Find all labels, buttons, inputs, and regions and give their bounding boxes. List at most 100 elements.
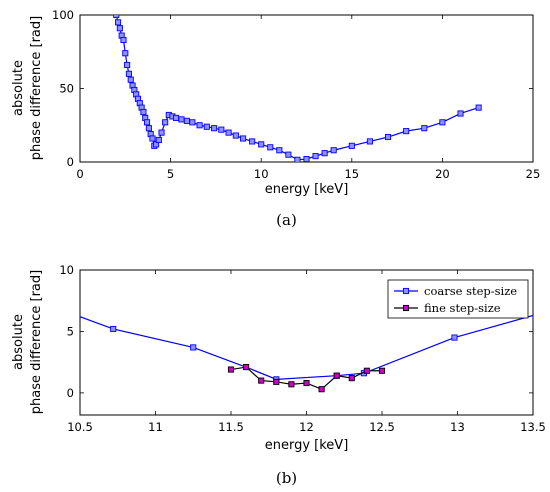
x-tick-label: 15 (344, 167, 359, 181)
series-1 (80, 314, 533, 383)
legend-label: fine step-size (424, 301, 501, 315)
data-point (273, 378, 280, 385)
x-axis-title: energy [keV] (265, 182, 349, 197)
data-point (115, 19, 122, 26)
data-point (140, 108, 147, 116)
data-point (218, 126, 225, 133)
data-point (243, 364, 250, 371)
data-point (113, 15, 120, 19)
data-point (225, 129, 232, 136)
y-tick-label: 100 (52, 8, 74, 22)
data-point (439, 119, 446, 126)
x-tick-label: 10 (254, 167, 269, 181)
data-point (330, 147, 337, 154)
y-axis-title: absolute (11, 60, 26, 116)
data-point (258, 377, 265, 384)
x-tick-label: 13.5 (520, 420, 546, 434)
data-point (403, 128, 410, 135)
data-point (149, 135, 156, 142)
x-tick-label: 11.5 (218, 420, 244, 434)
x-tick-label: 12 (299, 420, 314, 434)
data-point (303, 156, 310, 162)
data-point (451, 334, 458, 341)
data-point (183, 117, 190, 124)
series-line (115, 15, 479, 161)
data-point (232, 132, 239, 139)
y-tick-label: 10 (59, 263, 74, 277)
data-point (178, 116, 185, 123)
panel-label: (b) (276, 469, 297, 487)
data-point (211, 125, 218, 132)
data-point (366, 138, 373, 145)
plot-frame (79, 14, 534, 163)
x-axis-title: energy [keV] (265, 438, 349, 453)
data-point (348, 375, 355, 382)
x-tick-label: 13 (450, 420, 465, 434)
data-point (249, 138, 256, 145)
chart-panel-1: 0 5 10 15 20 25 0 50 100 energy [keV] absolute phas… (11, 8, 540, 229)
data-point (348, 142, 355, 149)
data-point (189, 119, 196, 126)
data-point (172, 114, 180, 121)
data-point (125, 70, 132, 77)
legend-box (387, 279, 529, 319)
x-tick-label: 20 (435, 167, 450, 181)
data-point (363, 367, 370, 374)
y-tick-label: 50 (59, 82, 74, 96)
data-point (190, 344, 197, 351)
data-point (122, 50, 129, 57)
data-point (378, 367, 386, 374)
x-tick-label: 0 (76, 167, 83, 181)
data-point (294, 156, 301, 162)
data-point (203, 123, 210, 130)
x-tick-label: 11 (148, 420, 163, 434)
data-point (120, 36, 127, 44)
data-point (421, 125, 428, 132)
chart-panel-2: 10.5 11 11.5 12 12.5 13 13.5 0 5 10 energy [keV] ab… (11, 263, 546, 487)
y-tick-label: 5 (67, 324, 74, 338)
data-point (303, 380, 310, 387)
y-axis-title: phase difference [rad] (29, 16, 44, 160)
data-point (285, 151, 292, 158)
data-point (158, 129, 165, 136)
data-point (110, 325, 117, 333)
data-point (258, 141, 265, 148)
data-point (288, 381, 295, 388)
data-point (127, 76, 134, 83)
data-point (162, 119, 169, 126)
data-point (145, 125, 152, 132)
data-point (457, 110, 464, 117)
legend: coarse step-size fine step-size (387, 279, 529, 319)
data-point (267, 144, 274, 151)
y-axis-title: phase difference [rad] (29, 270, 44, 414)
data-point (124, 61, 131, 69)
x-tick-label: 5 (167, 167, 174, 181)
data-point (475, 104, 482, 111)
data-point (276, 147, 283, 154)
x-tick-label: 12.5 (369, 420, 395, 434)
legend-swatch-marker (402, 287, 410, 295)
x-tick-label: 25 (526, 167, 541, 181)
data-point (318, 386, 325, 393)
series-1 (113, 15, 482, 162)
data-point (155, 136, 162, 144)
y-axis-title: absolute (11, 314, 26, 370)
data-point (196, 122, 203, 129)
series-line (80, 314, 533, 380)
data-point (143, 119, 151, 126)
data-point (321, 150, 328, 157)
data-point (116, 25, 123, 32)
data-point (227, 366, 235, 373)
panel-label: (a) (276, 211, 297, 229)
x-tick-label: 10.5 (67, 420, 93, 434)
y-tick-label: 0 (67, 155, 74, 169)
data-point (384, 133, 392, 141)
legend-label: coarse step-size (424, 284, 517, 298)
y-tick-label: 0 (67, 386, 74, 400)
series-2 (227, 364, 386, 393)
legend-swatch-marker (402, 304, 410, 312)
data-point (312, 153, 319, 160)
data-point (240, 135, 247, 142)
data-point (333, 372, 340, 379)
